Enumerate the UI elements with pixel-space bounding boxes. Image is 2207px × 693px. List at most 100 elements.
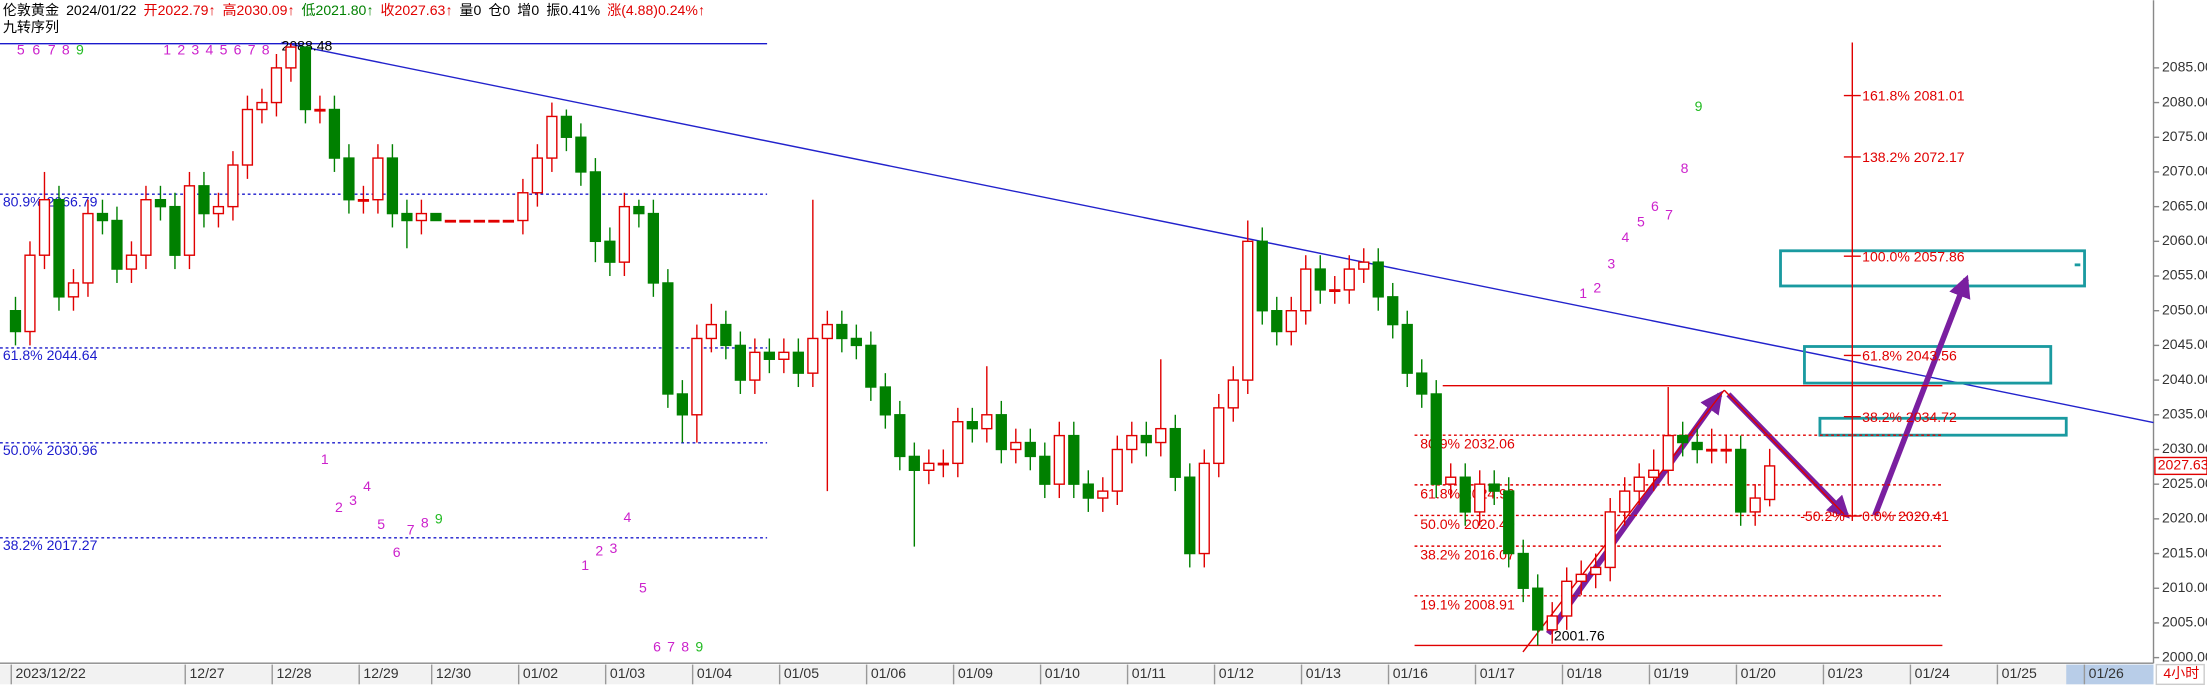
- header-item: 振0.41%: [546, 2, 600, 18]
- candle-body: [1097, 490, 1109, 499]
- y-tick-label: 2025.00: [2162, 475, 2207, 491]
- candle-body: [1256, 240, 1268, 312]
- trend-line: [281, 41, 2154, 424]
- x-tick-label: 01/16: [1393, 665, 1428, 681]
- candle-body: [488, 219, 500, 223]
- candle-body: [154, 198, 167, 208]
- candle-body: [1213, 407, 1225, 465]
- header-item: 量0: [459, 2, 481, 18]
- candle-body: [1401, 323, 1413, 374]
- candle-body: [1300, 268, 1312, 312]
- x-tick-label: 01/20: [1741, 665, 1776, 681]
- candle-body: [502, 219, 515, 223]
- candle-body: [720, 323, 732, 347]
- candle-body: [24, 254, 36, 333]
- time-strip: [0, 664, 2154, 685]
- candle-body: [1445, 476, 1457, 485]
- candle-body: [1068, 434, 1080, 485]
- nine-turn-count: 8: [62, 42, 70, 58]
- nine-turn-count: 6: [32, 42, 40, 58]
- candle-body: [328, 108, 341, 159]
- candle-body: [1749, 497, 1761, 513]
- nine-turn-count: 2: [1593, 280, 1601, 296]
- candle-body: [546, 115, 558, 159]
- candle-body: [908, 455, 920, 471]
- candle-body: [212, 205, 225, 215]
- x-tick-label: 01/06: [871, 665, 906, 681]
- candle-body: [111, 219, 123, 270]
- y-tick-label: 2035.00: [2162, 406, 2207, 422]
- nine-turn-count: 9: [435, 510, 443, 526]
- fib-label: 19.1% 2008.91: [1420, 596, 1515, 612]
- x-tick-label: 01/10: [1045, 665, 1080, 681]
- candle-body: [1633, 476, 1645, 492]
- nine-turn-count: 7: [248, 42, 256, 58]
- candle-body: [357, 198, 370, 202]
- candle-body: [865, 344, 877, 388]
- nine-turn-count: 8: [421, 515, 429, 531]
- candle-body: [589, 171, 602, 243]
- nine-turn-count: 2: [335, 499, 343, 515]
- nine-turn-count: 1: [581, 557, 589, 573]
- nine-turn-count: 6: [393, 544, 401, 560]
- candle-body: [647, 212, 660, 284]
- fib-label: 80.9% 2066.79: [3, 193, 98, 209]
- nine-turn-count: 8: [681, 638, 689, 654]
- last-price-label: 2027.63: [2158, 457, 2207, 473]
- candle-body: [198, 185, 210, 215]
- nine-turn-count: 5: [639, 579, 647, 595]
- candle-body: [169, 205, 181, 256]
- candle-body: [1372, 261, 1384, 298]
- candle-body: [662, 282, 674, 395]
- fib-label: 50.0% 2030.96: [3, 442, 98, 458]
- y-tick-label: 2005.00: [2162, 614, 2207, 630]
- nine-turn-count: 2: [177, 42, 185, 58]
- projection-label: 0.0% 2020.41: [1862, 508, 1949, 524]
- candle-body: [1155, 427, 1167, 444]
- y-tick-label: 2015.00: [2162, 544, 2207, 560]
- candle-body: [1430, 393, 1442, 485]
- candle-body: [937, 462, 949, 466]
- nine-turn-count: 3: [609, 540, 617, 556]
- candle-body: [676, 393, 688, 416]
- candle-body: [531, 157, 544, 194]
- nine-turn-count: 8: [262, 42, 270, 58]
- arrow: [1545, 390, 1723, 636]
- candle-body: [125, 254, 138, 270]
- candle-body: [1575, 573, 1587, 583]
- last-price-box: [2154, 456, 2207, 476]
- y-tick-label: 2030.00: [2162, 440, 2207, 456]
- candle-body: [140, 198, 152, 256]
- fib-label: 80.9% 2032.06: [1420, 436, 1515, 452]
- candle-body: [1677, 434, 1689, 444]
- candle-body: [1619, 490, 1631, 513]
- candle-body: [1140, 434, 1152, 444]
- x-tick-label: 01/26: [2089, 665, 2124, 681]
- indicator-title: 九转序列: [3, 19, 59, 35]
- candle-body: [1503, 490, 1515, 555]
- nine-turn-count: 7: [48, 42, 56, 58]
- candle-body: [430, 212, 442, 222]
- y-tick-label: 2055.00: [2162, 267, 2207, 283]
- candle-body: [1546, 615, 1558, 631]
- candle-body: [1343, 268, 1355, 291]
- candle-body: [517, 192, 529, 222]
- candle-body: [1604, 511, 1616, 569]
- x-tick-label: 01/23: [1828, 665, 1863, 681]
- y-tick-label: 2040.00: [2162, 371, 2207, 387]
- candle-body: [1735, 448, 1747, 513]
- candle-body: [734, 344, 746, 381]
- x-tick-label: 12/30: [436, 665, 471, 681]
- y-tick-label: 2000.00: [2162, 648, 2207, 664]
- candle-body: [285, 46, 297, 69]
- nine-turn-count: 5: [17, 42, 25, 58]
- fib-label: 38.2% 2016.07: [1420, 547, 1515, 563]
- header-item: 2024/01/22: [66, 2, 137, 18]
- x-tick-label: 01/24: [1915, 665, 1950, 681]
- candle-body: [575, 136, 587, 173]
- nine-turn-count: 1: [1579, 285, 1587, 301]
- candle-body: [618, 205, 631, 263]
- candle-body: [1227, 379, 1239, 409]
- candle-body: [241, 108, 254, 166]
- nine-turn-count: 4: [1621, 229, 1629, 245]
